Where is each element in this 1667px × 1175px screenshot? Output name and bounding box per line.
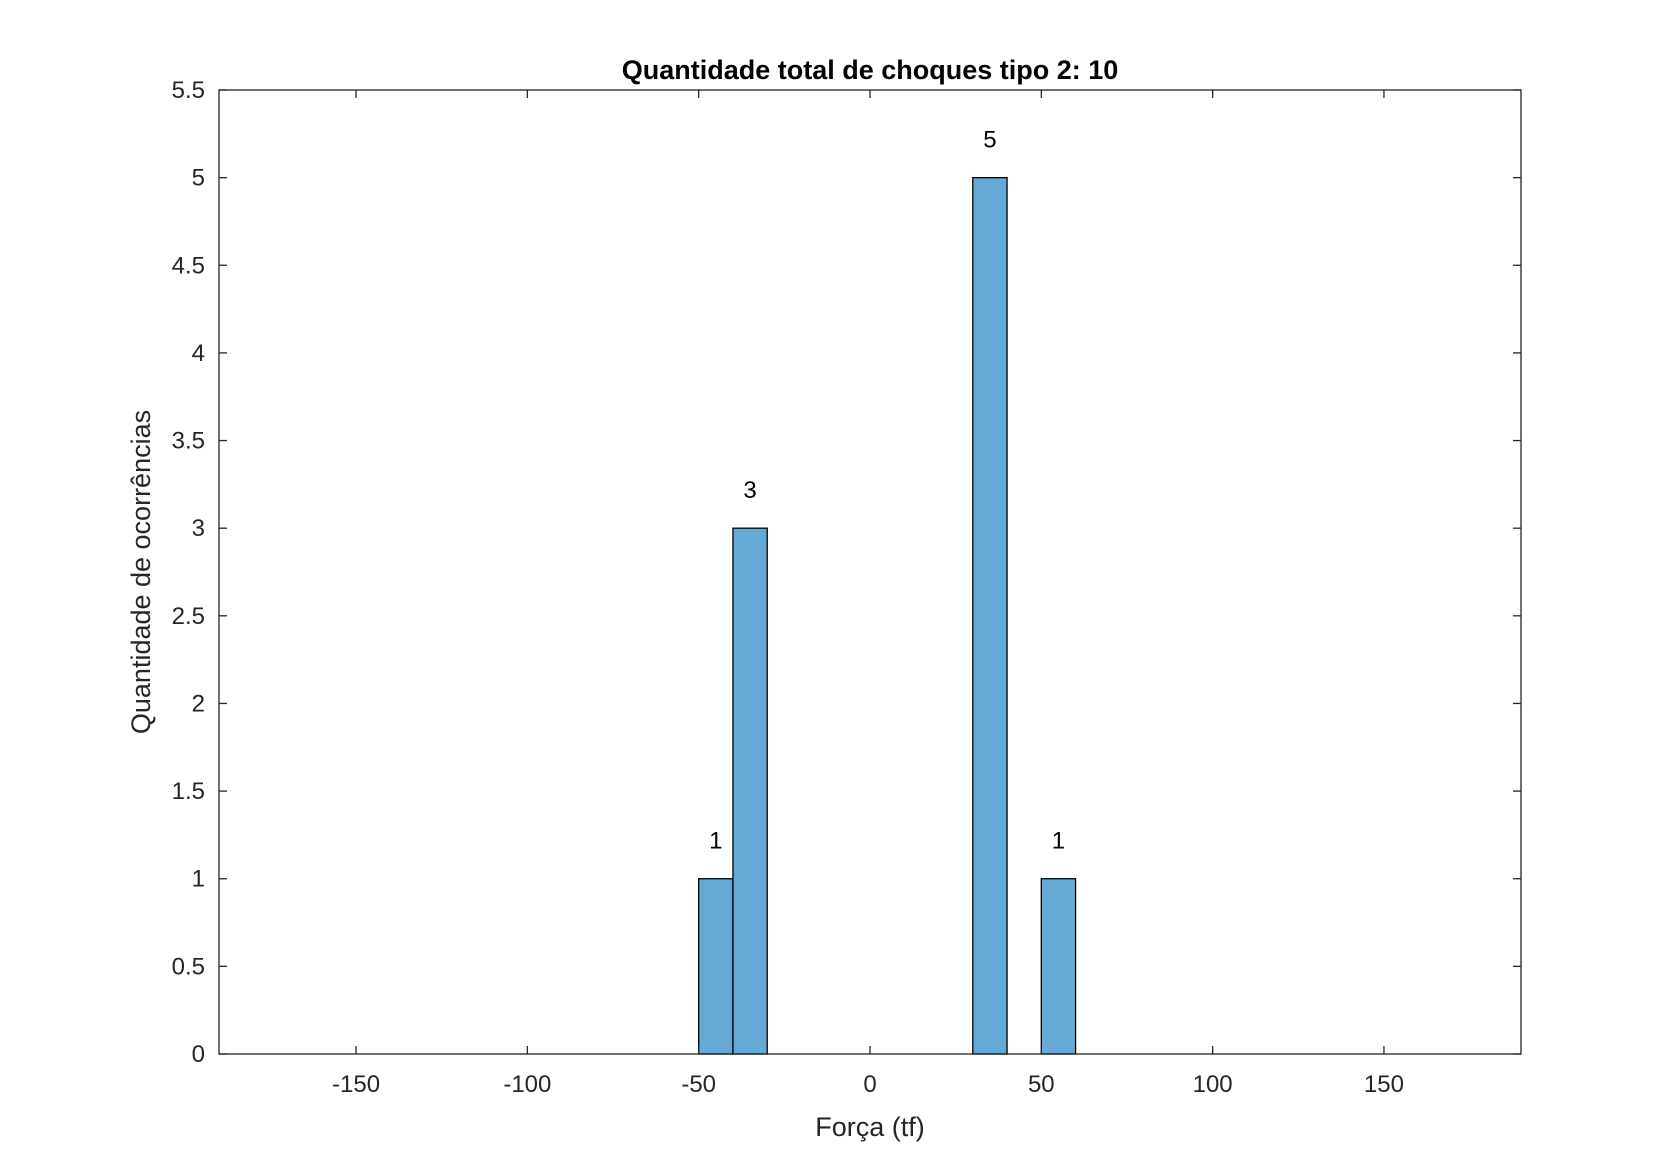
x-tick-label: 100 [1193, 1071, 1233, 1098]
y-tick-label: 5.5 [172, 77, 205, 104]
plot-area [219, 90, 1521, 1054]
ticks-layer [219, 89, 1521, 1055]
y-tick-label: 1 [192, 866, 205, 893]
bar-value-label: 5 [983, 127, 996, 154]
x-axis-label: Força (tf) [815, 1112, 925, 1142]
y-tick-label: 4.5 [172, 252, 205, 279]
histogram-bar [732, 527, 768, 1055]
bars-layer [698, 176, 1077, 1055]
x-tick-label: -50 [681, 1071, 716, 1098]
bar-value-label: 1 [1052, 828, 1065, 855]
histogram-bar [1040, 878, 1077, 1055]
y-tick-label: 2.5 [172, 603, 205, 630]
y-tick-label: 0 [192, 1041, 205, 1068]
chart-title: Quantidade total de choques tipo 2: 10 [622, 55, 1119, 85]
y-tick-label: 3.5 [172, 428, 205, 455]
histogram-bar [972, 176, 1008, 1055]
histogram-bar [698, 878, 734, 1055]
x-tick-label: 0 [863, 1071, 876, 1098]
bar-value-label: 3 [743, 477, 756, 504]
x-tick-label: 150 [1364, 1071, 1404, 1098]
y-axis-label: Quantidade de ocorrências [126, 410, 156, 734]
y-tick-label: 0.5 [172, 953, 205, 980]
y-tick-label: 2 [192, 690, 205, 717]
bar-value-label: 1 [709, 828, 722, 855]
x-tick-label: -100 [503, 1071, 551, 1098]
y-tick-label: 1.5 [172, 778, 205, 805]
y-tick-label: 3 [192, 515, 205, 542]
x-tick-label: -150 [332, 1071, 380, 1098]
y-tick-label: 4 [192, 340, 205, 367]
y-tick-label: 5 [192, 165, 205, 192]
labels-layer: 1 3 5 1 -150 -100 -50 0 50 100 150 0 0.5 1 1.5 2 2.5 3 3.5… [172, 77, 1404, 1098]
x-tick-label: 50 [1028, 1071, 1055, 1098]
plot-frame [218, 89, 1522, 1055]
